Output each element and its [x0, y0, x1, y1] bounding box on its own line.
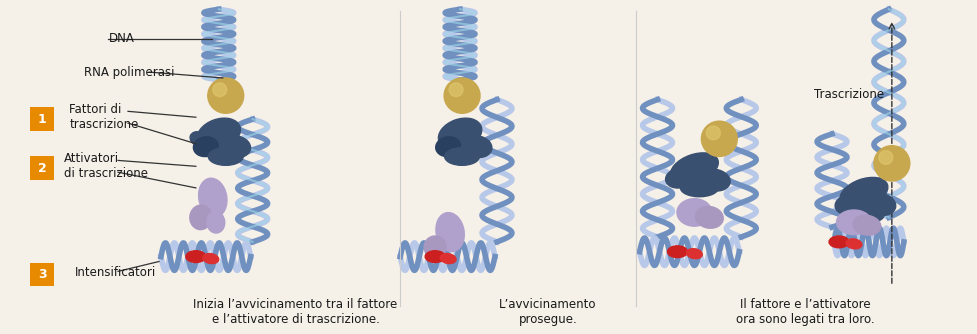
Ellipse shape [202, 254, 219, 264]
Ellipse shape [221, 136, 250, 158]
Text: Trascrizione: Trascrizione [813, 88, 883, 101]
Ellipse shape [190, 132, 207, 146]
Ellipse shape [440, 254, 455, 264]
Text: Inizia l’avvicinamento tra il fattore
e l’attivatore di trascrizione.: Inizia l’avvicinamento tra il fattore e … [193, 298, 398, 326]
Ellipse shape [845, 239, 861, 249]
Text: 3: 3 [38, 268, 47, 281]
Ellipse shape [193, 137, 218, 157]
Ellipse shape [186, 251, 205, 263]
Ellipse shape [206, 211, 225, 233]
Text: 1: 1 [38, 113, 47, 126]
Text: Intensificatori: Intensificatori [75, 266, 156, 279]
Ellipse shape [665, 168, 693, 188]
Ellipse shape [438, 118, 482, 150]
Ellipse shape [680, 179, 718, 197]
Circle shape [701, 121, 737, 157]
Ellipse shape [849, 205, 883, 223]
Ellipse shape [445, 148, 479, 165]
Circle shape [444, 78, 480, 113]
Ellipse shape [698, 169, 730, 191]
Text: RNA polimerasi: RNA polimerasi [84, 65, 175, 78]
Text: 2: 2 [38, 162, 47, 175]
Circle shape [878, 151, 892, 164]
Text: DNA: DNA [109, 32, 135, 45]
Ellipse shape [462, 136, 491, 158]
Ellipse shape [828, 236, 848, 248]
Ellipse shape [190, 205, 212, 229]
Text: Fattori di
trascrizione: Fattori di trascrizione [69, 103, 139, 131]
Ellipse shape [676, 199, 711, 226]
Text: Attivatori
di trascrizione: Attivatori di trascrizione [64, 152, 149, 180]
FancyBboxPatch shape [30, 108, 54, 131]
Ellipse shape [835, 210, 871, 234]
Ellipse shape [208, 148, 243, 165]
Circle shape [873, 146, 909, 181]
Text: L’avvicinamento
prosegue.: L’avvicinamento prosegue. [498, 298, 596, 326]
Ellipse shape [436, 212, 464, 252]
Ellipse shape [425, 251, 445, 263]
Ellipse shape [695, 206, 723, 228]
Text: Il fattore e l’attivatore
ora sono legati tra loro.: Il fattore e l’attivatore ora sono legat… [735, 298, 873, 326]
Ellipse shape [834, 195, 862, 214]
Ellipse shape [197, 118, 240, 150]
FancyBboxPatch shape [30, 157, 54, 180]
Ellipse shape [852, 215, 880, 235]
Ellipse shape [866, 194, 895, 215]
FancyBboxPatch shape [30, 263, 54, 286]
Ellipse shape [198, 178, 227, 217]
Ellipse shape [839, 177, 887, 208]
Circle shape [207, 78, 243, 113]
Circle shape [213, 83, 227, 97]
Ellipse shape [436, 137, 460, 157]
Ellipse shape [667, 246, 687, 258]
Circle shape [448, 83, 462, 97]
Ellipse shape [686, 248, 701, 259]
Circle shape [705, 126, 720, 140]
Ellipse shape [424, 236, 446, 258]
Ellipse shape [670, 153, 717, 184]
